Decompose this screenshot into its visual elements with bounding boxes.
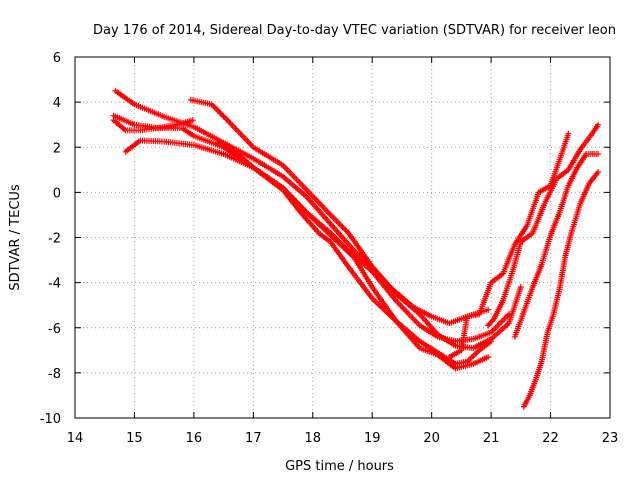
- series-markers: [485, 121, 602, 329]
- series-markers: [214, 139, 492, 372]
- y-tick-label: 2: [53, 141, 61, 156]
- series-markers: [446, 130, 572, 361]
- data-series-arc-g: [446, 130, 572, 361]
- data-series-arc-c: [110, 117, 196, 134]
- x-tick-label: 15: [126, 431, 143, 446]
- y-axis-label: SDTVAR / TECUs: [8, 184, 23, 291]
- x-tick-label: 23: [602, 431, 619, 446]
- series-markers: [511, 151, 602, 340]
- x-tick-label: 19: [364, 431, 381, 446]
- x-tick-label: 21: [483, 431, 500, 446]
- data-series-arc-f: [214, 139, 492, 372]
- y-tick-label: -10: [40, 412, 61, 427]
- x-tick-label: 16: [186, 431, 203, 446]
- y-tick-label: -6: [48, 322, 61, 337]
- x-tick-label: 22: [542, 431, 559, 446]
- series-markers: [187, 96, 524, 352]
- x-tick-label: 17: [245, 431, 262, 446]
- x-tick-label: 18: [305, 431, 322, 446]
- grid: [75, 57, 610, 418]
- y-tick-label: -4: [48, 277, 61, 292]
- data-series-arc-i: [520, 169, 602, 410]
- data-series-arc-e: [187, 96, 524, 352]
- series-markers: [110, 117, 196, 134]
- y-tick-label: 4: [53, 96, 61, 111]
- y-tick-label: -2: [48, 232, 61, 247]
- data-series-arc-j: [511, 151, 602, 340]
- x-axis-label: GPS time / hours: [285, 459, 394, 474]
- chart-title: Day 176 of 2014, Sidereal Day-to-day VTE…: [93, 23, 616, 38]
- y-tick-label: 6: [53, 51, 61, 66]
- x-tick-label: 14: [67, 431, 84, 446]
- x-tick-label: 20: [423, 431, 440, 446]
- plot-area: [110, 87, 602, 410]
- series-markers: [520, 169, 602, 410]
- y-tick-label: -8: [48, 367, 61, 382]
- data-series-arc-h: [485, 121, 602, 329]
- y-tick-label: 0: [53, 186, 61, 201]
